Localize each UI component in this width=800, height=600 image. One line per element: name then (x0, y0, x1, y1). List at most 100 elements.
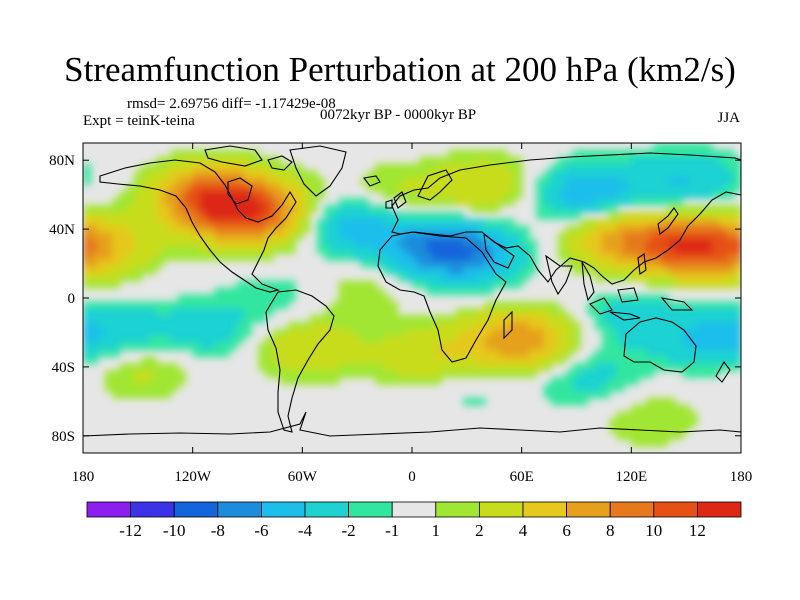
field-cell (580, 198, 589, 206)
field-cell (711, 191, 720, 199)
field-cell (170, 205, 179, 213)
field-cell (638, 260, 647, 268)
field-cell (83, 253, 91, 261)
field-cell (141, 391, 150, 399)
field-cell (265, 211, 274, 220)
field-cell (565, 329, 574, 337)
field-cell (682, 205, 691, 213)
field-cell (302, 177, 311, 185)
field-cell (134, 218, 143, 227)
field-cell (689, 191, 698, 199)
field-cell (653, 418, 662, 427)
field-cell (104, 377, 113, 385)
field-cell (492, 349, 501, 358)
field-cell (455, 315, 464, 323)
field-cell (455, 253, 464, 261)
field-cell (470, 253, 479, 261)
field-cell (514, 170, 523, 179)
field-cell (273, 329, 281, 337)
field-cell (463, 329, 472, 337)
field-cell (587, 246, 596, 254)
field-cell (682, 246, 691, 254)
field-cell (572, 170, 581, 179)
field-cell (309, 315, 318, 323)
field-cell (148, 198, 157, 206)
field-cell (192, 177, 201, 185)
field-cell (565, 349, 574, 358)
field-cell (667, 191, 676, 199)
field-cell (280, 239, 289, 247)
field-cell (258, 356, 267, 365)
field-cell (243, 287, 252, 296)
field-cell (280, 211, 289, 220)
field-cell (463, 191, 472, 199)
field-cell (609, 273, 618, 282)
field-cell (697, 218, 706, 227)
field-cell (507, 232, 515, 241)
field-cell (704, 163, 713, 172)
field-cell (477, 177, 486, 185)
field-cell (324, 363, 333, 371)
field-cell (653, 322, 662, 330)
field-cell (638, 322, 647, 330)
field-cell (156, 253, 165, 261)
field-cell (126, 273, 135, 282)
field-cell (521, 342, 530, 351)
field-cell (550, 308, 559, 316)
field-cell (382, 322, 391, 330)
field-cell (499, 280, 508, 289)
field-cell (368, 225, 377, 234)
field-cell (536, 184, 545, 192)
field-cell (280, 356, 289, 365)
field-cell (236, 322, 245, 330)
field-cell (448, 370, 457, 378)
field-cell (572, 391, 581, 399)
field-cell (316, 363, 325, 371)
field-cell (229, 294, 238, 303)
field-cell (711, 363, 720, 371)
field-cell (243, 163, 252, 172)
field-cell (558, 198, 567, 206)
field-cell (477, 184, 486, 192)
field-cell (397, 329, 406, 337)
field-cell (119, 315, 128, 323)
field-cell (148, 232, 157, 241)
field-cell (689, 308, 698, 316)
field-cell (236, 239, 245, 247)
field-cell (660, 432, 669, 440)
field-cell (499, 156, 508, 165)
field-cell (375, 211, 384, 220)
field-cell (667, 184, 676, 192)
field-cell (689, 418, 698, 427)
field-cell (697, 170, 706, 179)
field-cell (412, 322, 420, 330)
field-cell (134, 391, 143, 399)
field-cell (463, 322, 472, 330)
field-cell (550, 198, 559, 206)
field-cell (178, 322, 186, 330)
field-cell (353, 218, 362, 227)
field-cell (441, 184, 450, 192)
field-cell (719, 315, 727, 323)
field-cell (507, 218, 515, 227)
field-cell (265, 246, 274, 254)
field-cell (214, 198, 223, 206)
field-cell (404, 370, 413, 378)
field-cell (360, 260, 369, 268)
field-cell (280, 377, 289, 385)
field-cell (726, 349, 735, 358)
colorbar-label: -12 (119, 521, 142, 540)
field-cell (616, 163, 625, 172)
field-cell (697, 177, 706, 185)
field-cell (704, 356, 713, 365)
field-cell (667, 397, 676, 406)
field-cell (477, 363, 486, 371)
field-cell (433, 170, 442, 179)
field-cell (543, 315, 552, 323)
field-cell (412, 260, 420, 268)
field-cell (104, 384, 113, 392)
field-cell (236, 211, 245, 220)
field-cell (368, 211, 377, 220)
field-cell (258, 308, 267, 316)
stats-line: rmsd= 2.69756 diff= -1.17429e-08 (127, 96, 336, 112)
